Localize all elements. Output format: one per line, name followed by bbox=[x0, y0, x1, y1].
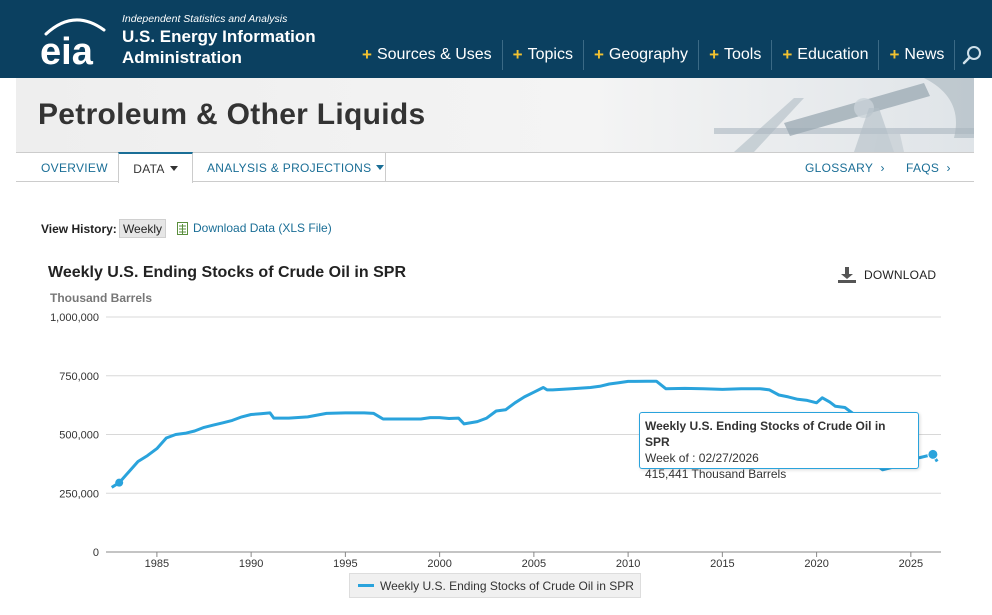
x-tick-label: 1990 bbox=[239, 558, 263, 570]
caret-down-icon bbox=[376, 165, 385, 170]
x-tick-label: 2010 bbox=[616, 558, 640, 570]
link-label: GLOSSARY bbox=[805, 160, 874, 175]
plus-icon: + bbox=[889, 45, 900, 64]
oil-pump-illustration bbox=[714, 78, 974, 152]
download-label: DOWNLOAD bbox=[864, 268, 937, 282]
legend-swatch bbox=[358, 584, 374, 587]
line-chart: 0 250,000 500,000 750,000 1,000,000 1985 1990… bbox=[50, 312, 941, 570]
page-title: Petroleum & Other Liquids bbox=[38, 98, 426, 131]
tab-divider bbox=[385, 153, 386, 182]
org-name[interactable]: U.S. Energy Information Administration bbox=[122, 26, 342, 68]
chart-download-button[interactable]: DOWNLOAD bbox=[838, 267, 936, 283]
tab-data[interactable]: DATA bbox=[118, 152, 193, 183]
series-line[interactable] bbox=[110, 379, 939, 489]
chart-unit-label: Thousand Barrels bbox=[50, 291, 153, 305]
site-header: eia Independent Statistics and Analysis … bbox=[0, 0, 992, 78]
x-tick-label: 2005 bbox=[522, 558, 546, 570]
nav-geography[interactable]: + Geography bbox=[584, 40, 700, 70]
tab-overview[interactable]: OVERVIEW bbox=[41, 153, 108, 182]
x-tick-label: 1995 bbox=[333, 558, 357, 570]
nav-sources-uses[interactable]: + Sources & Uses bbox=[352, 40, 503, 70]
main-nav: + Sources & Uses + Topics + Geography + Tool… bbox=[352, 40, 989, 70]
download-icon bbox=[838, 267, 856, 283]
tab-label: ANALYSIS & PROJECTIONS bbox=[207, 160, 372, 175]
chart-tooltip: Weekly U.S. Ending Stocks of Crude Oil i… bbox=[639, 412, 919, 481]
x-tick-label: 2015 bbox=[710, 558, 734, 570]
view-history-weekly[interactable]: Weekly bbox=[119, 219, 166, 238]
nav-news[interactable]: + News bbox=[879, 40, 956, 70]
tab-label: OVERVIEW bbox=[41, 160, 108, 175]
tooltip-value: 415,441 Thousand Barrels bbox=[645, 467, 787, 481]
tab-label: DATA bbox=[133, 161, 165, 176]
tooltip-title: Weekly U.S. Ending Stocks of Crude Oil i… bbox=[645, 419, 886, 449]
x-tick-label: 2025 bbox=[899, 558, 923, 570]
x-axis-ticks: 1985 1990 1995 2000 2005 2010 2015 2020 2025 bbox=[145, 552, 923, 570]
link-label: FAQS bbox=[906, 160, 940, 175]
plus-icon: + bbox=[362, 45, 372, 64]
org-name-line1: U.S. Energy Information bbox=[122, 27, 316, 46]
x-tick-label: 2020 bbox=[804, 558, 828, 570]
search-button[interactable] bbox=[955, 40, 989, 70]
download-data-label: Download Data (XLS File) bbox=[193, 221, 332, 235]
x-tick-label: 2000 bbox=[427, 558, 451, 570]
view-history-label: View History: bbox=[41, 222, 117, 236]
eia-logo[interactable]: eia bbox=[38, 12, 110, 70]
chart-legend[interactable]: Weekly U.S. Ending Stocks of Crude Oil i… bbox=[349, 573, 641, 598]
link-faqs[interactable]: FAQS › bbox=[906, 153, 951, 182]
series-layer bbox=[110, 379, 939, 489]
legend-label: Weekly U.S. Ending Stocks of Crude Oil i… bbox=[380, 578, 634, 593]
y-tick-label: 750,000 bbox=[59, 371, 99, 383]
nav-label: Geography bbox=[608, 46, 689, 63]
nav-education[interactable]: + Education bbox=[772, 40, 880, 70]
y-tick-label: 250,000 bbox=[59, 488, 99, 500]
org-name-line2: Administration bbox=[122, 48, 242, 67]
nav-label: Topics bbox=[527, 46, 573, 63]
x-tick-label: 1985 bbox=[145, 558, 169, 570]
search-icon bbox=[963, 46, 982, 65]
logo-tagline: Independent Statistics and Analysis bbox=[122, 13, 288, 25]
plus-icon: + bbox=[709, 45, 719, 64]
plus-icon: + bbox=[782, 45, 793, 64]
nav-label: Sources & Uses bbox=[376, 46, 492, 63]
nav-label: Tools bbox=[724, 46, 762, 63]
y-tick-label: 0 bbox=[93, 547, 99, 559]
chevron-right-icon: › bbox=[880, 160, 885, 175]
plus-icon: + bbox=[593, 45, 604, 64]
hero-banner: Petroleum & Other Liquids bbox=[16, 78, 974, 152]
caret-down-icon bbox=[169, 166, 178, 171]
data-point-hovered[interactable] bbox=[927, 448, 939, 460]
section-nav: OVERVIEW DATA ANALYSIS & PROJECTIONS GLO… bbox=[16, 152, 974, 183]
chart-title: Weekly U.S. Ending Stocks of Crude Oil i… bbox=[48, 264, 406, 281]
tooltip-week: Week of : 02/27/2026 bbox=[645, 451, 759, 465]
spreadsheet-icon bbox=[177, 221, 188, 235]
svg-text:eia: eia bbox=[40, 31, 94, 70]
nav-label: News bbox=[904, 46, 945, 63]
nav-tools[interactable]: + Tools bbox=[699, 40, 773, 70]
nav-label: Education bbox=[797, 46, 869, 63]
plus-icon: + bbox=[512, 45, 523, 64]
link-glossary[interactable]: GLOSSARY › bbox=[805, 153, 885, 182]
download-data-link[interactable]: Download Data (XLS File) bbox=[177, 221, 332, 235]
data-point[interactable] bbox=[115, 478, 124, 487]
nav-topics[interactable]: + Topics bbox=[503, 40, 584, 70]
chevron-right-icon: › bbox=[946, 160, 951, 175]
y-tick-label: 500,000 bbox=[59, 430, 99, 442]
tab-analysis-projections[interactable]: ANALYSIS & PROJECTIONS bbox=[207, 153, 385, 182]
y-axis-ticks: 0 250,000 500,000 750,000 1,000,000 bbox=[50, 312, 99, 559]
y-tick-label: 1,000,000 bbox=[50, 312, 99, 324]
